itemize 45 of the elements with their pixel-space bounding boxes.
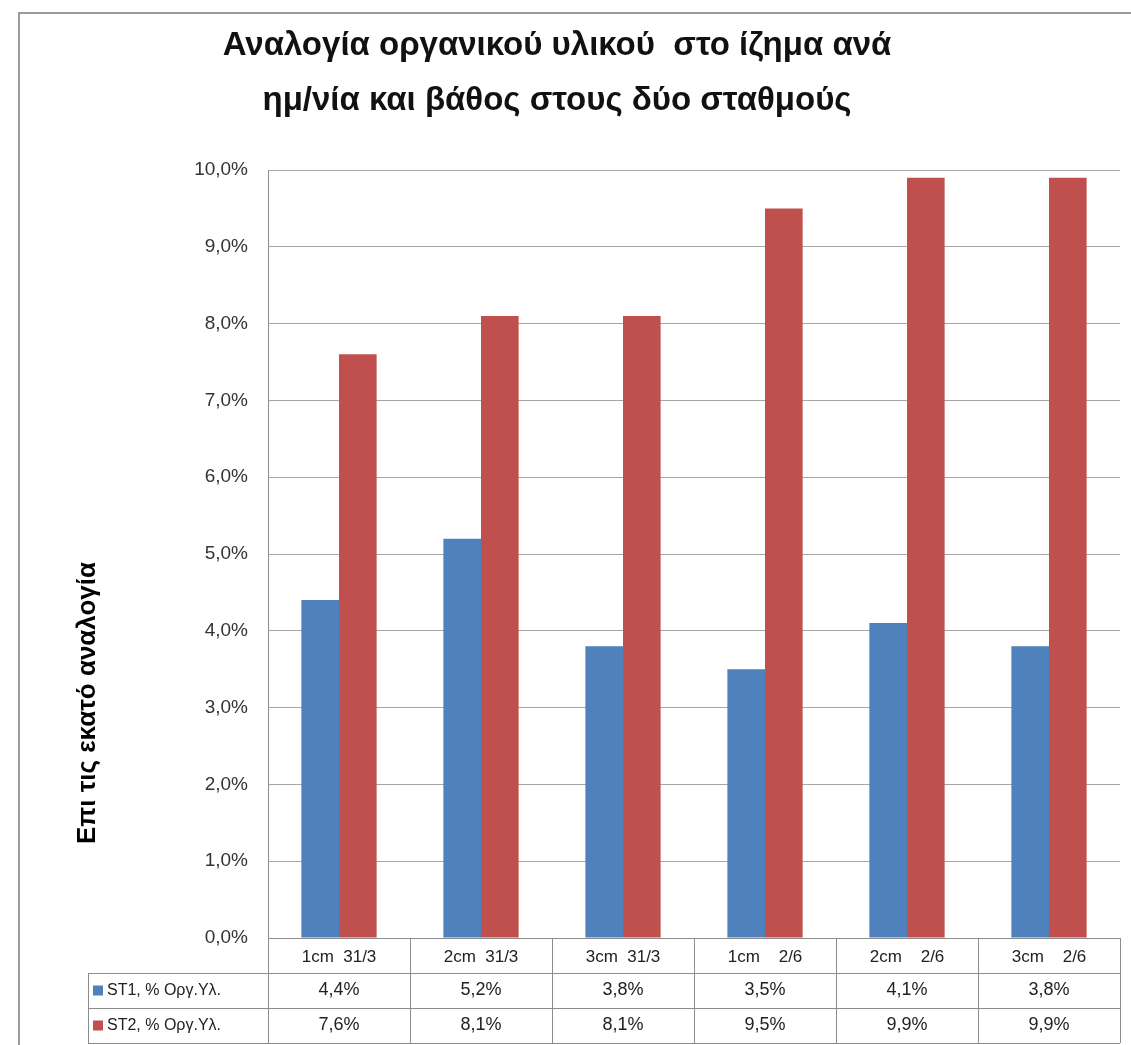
x-tick-label: 3cm 2/6 — [1011, 946, 1087, 966]
bar — [907, 177, 945, 938]
data-label: 5,2% — [460, 979, 502, 1000]
bar — [1011, 646, 1049, 938]
bar — [623, 315, 661, 938]
y-tick-label: 7,0% — [204, 388, 249, 410]
bar — [481, 315, 519, 938]
data-label: 9,9% — [1028, 1014, 1070, 1035]
bar — [1049, 177, 1087, 938]
x-tick-label: 1cm 2/6 — [727, 946, 803, 966]
bar — [339, 354, 377, 938]
data-label: 7,6% — [318, 1014, 360, 1035]
y-tick-label: 6,0% — [204, 465, 249, 487]
data-label: 3,8% — [1028, 979, 1070, 1000]
x-tick-label: 1cm 31/3 — [301, 946, 377, 966]
y-tick-label: 3,0% — [204, 695, 249, 717]
y-tick-label: 0,0% — [204, 926, 249, 948]
chart-title: Αναλογία οργανικού υλικού στο ίζημα ανά ημ/νία και βάθος στους δύο σταθμούς — [221, 24, 893, 119]
y-tick-label: 9,0% — [204, 235, 249, 257]
legend-label: ST2, % Οργ.Υλ. — [107, 1015, 222, 1033]
x-tick-label: 2cm 31/3 — [443, 946, 519, 966]
bar — [585, 646, 623, 938]
data-label: 8,1% — [602, 1014, 644, 1035]
bar — [765, 208, 803, 938]
data-label: 9,5% — [744, 1014, 786, 1035]
data-label: 3,5% — [744, 979, 786, 1000]
bar — [443, 538, 481, 938]
y-axis-title: Επι τις εκατό αναλογία — [71, 561, 102, 845]
data-label: 4,4% — [318, 979, 360, 1000]
data-label: 8,1% — [460, 1014, 502, 1035]
y-tick-label: 2,0% — [204, 772, 249, 794]
y-tick-label: 1,0% — [204, 849, 249, 871]
y-tick-label: 4,0% — [204, 619, 249, 641]
bar — [869, 623, 907, 938]
y-tick-label: 10,0% — [194, 158, 249, 180]
x-tick-label: 3cm 31/3 — [585, 946, 661, 966]
data-label: 3,8% — [602, 979, 644, 1000]
legend-label: ST1, % Οργ.Υλ. — [107, 980, 222, 998]
bar — [727, 669, 765, 938]
data-label: 9,9% — [886, 1014, 928, 1035]
y-tick-label: 5,0% — [204, 542, 249, 564]
data-label: 4,1% — [886, 979, 928, 1000]
x-tick-label: 2cm 2/6 — [869, 946, 945, 966]
y-tick-label: 8,0% — [204, 311, 249, 333]
bar — [301, 600, 339, 938]
